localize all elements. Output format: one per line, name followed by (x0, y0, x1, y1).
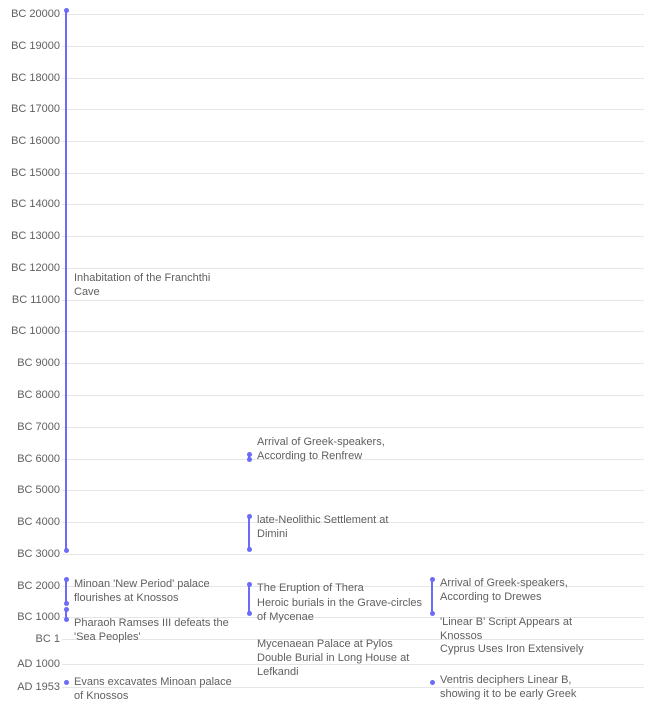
gridline (62, 554, 644, 555)
axis-tick-label: BC 16000 (4, 135, 60, 147)
gridline (62, 427, 644, 428)
timeline-marker-dot (247, 514, 252, 519)
timeline-marker-dot (247, 611, 252, 616)
axis-tick-label: BC 4000 (4, 516, 60, 528)
gridline (62, 14, 644, 15)
timeline-marker-dot (64, 8, 69, 13)
axis-tick-label: BC 1 (4, 633, 60, 645)
axis-tick-label: BC 15000 (4, 167, 60, 179)
axis-tick-label: BC 13000 (4, 230, 60, 242)
event-label: Arrival of Greek-speakers, According to … (257, 436, 417, 464)
timeline-marker-dot (247, 457, 252, 462)
gridline (62, 109, 644, 110)
axis-tick-label: BC 18000 (4, 72, 60, 84)
axis-tick-label: BC 1000 (4, 611, 60, 623)
axis-tick-label: BC 3000 (4, 548, 60, 560)
timeline-marker-span (431, 579, 433, 613)
timeline-marker-span (65, 10, 67, 550)
timeline-marker-dot (247, 547, 252, 552)
event-label: Minoan 'New Period' palace flourishes at… (74, 578, 242, 606)
axis-tick-label: BC 5000 (4, 484, 60, 496)
gridline (62, 268, 644, 269)
axis-tick-label: BC 12000 (4, 262, 60, 274)
axis-tick-label: BC 7000 (4, 421, 60, 433)
timeline-marker-dot (430, 611, 435, 616)
axis-tick-label: BC 14000 (4, 198, 60, 210)
event-label: 'Linear B' Script Appears at Knossos (440, 616, 608, 644)
axis-tick-label: AD 1000 (4, 658, 60, 670)
timeline-marker-dot (64, 607, 69, 612)
event-label: late-Neolithic Settlement at Dimini (257, 514, 417, 542)
gridline (62, 331, 644, 332)
event-label: Pharaoh Ramses III defeats the 'Sea Peop… (74, 617, 232, 645)
event-label: Heroic burials in the Grave-circles of M… (257, 597, 425, 625)
timeline-marker-span (65, 579, 67, 603)
axis-tick-label: BC 19000 (4, 40, 60, 52)
axis-tick-label: BC 9000 (4, 357, 60, 369)
axis-tick-label: AD 1953 (4, 681, 60, 693)
axis-tick-label: BC 20000 (4, 8, 60, 20)
timeline-marker-dot (430, 680, 435, 685)
gridline (62, 173, 644, 174)
gridline (62, 300, 644, 301)
event-label: Double Burial in Long House at Lefkandi (257, 652, 417, 680)
event-label: Arrival of Greek-speakers, According to … (440, 577, 608, 605)
timeline-marker-dot (64, 548, 69, 553)
gridline (62, 204, 644, 205)
event-label: Ventris deciphers Linear B, showing it t… (440, 674, 610, 702)
event-label: Cyprus Uses Iron Extensively (440, 643, 584, 657)
timeline-marker-dot (64, 680, 69, 685)
timeline-marker-dot (430, 577, 435, 582)
gridline (62, 395, 644, 396)
axis-tick-label: BC 11000 (4, 294, 60, 306)
axis-tick-label: BC 6000 (4, 453, 60, 465)
gridline (62, 236, 644, 237)
gridline (62, 490, 644, 491)
event-label: Evans excavates Minoan palace of Knossos (74, 676, 232, 704)
gridline (62, 141, 644, 142)
timeline-marker-dot (64, 601, 69, 606)
axis-tick-label: BC 8000 (4, 389, 60, 401)
timeline-marker-dot (64, 577, 69, 582)
timeline-marker-dot (247, 582, 252, 587)
event-label: Mycenaean Palace at Pylos (257, 638, 393, 652)
axis-tick-label: BC 10000 (4, 325, 60, 337)
event-label: Inhabitation of the Franchthi Cave (74, 272, 214, 300)
timeline-marker-span (248, 584, 250, 613)
gridline (62, 46, 644, 47)
axis-tick-label: BC 17000 (4, 103, 60, 115)
axis-tick-label: BC 2000 (4, 580, 60, 592)
event-label: The Eruption of Thera (257, 582, 364, 596)
timeline-marker-span (248, 516, 250, 549)
gridline (62, 363, 644, 364)
gridline (62, 78, 644, 79)
timeline-marker-dot (64, 617, 69, 622)
